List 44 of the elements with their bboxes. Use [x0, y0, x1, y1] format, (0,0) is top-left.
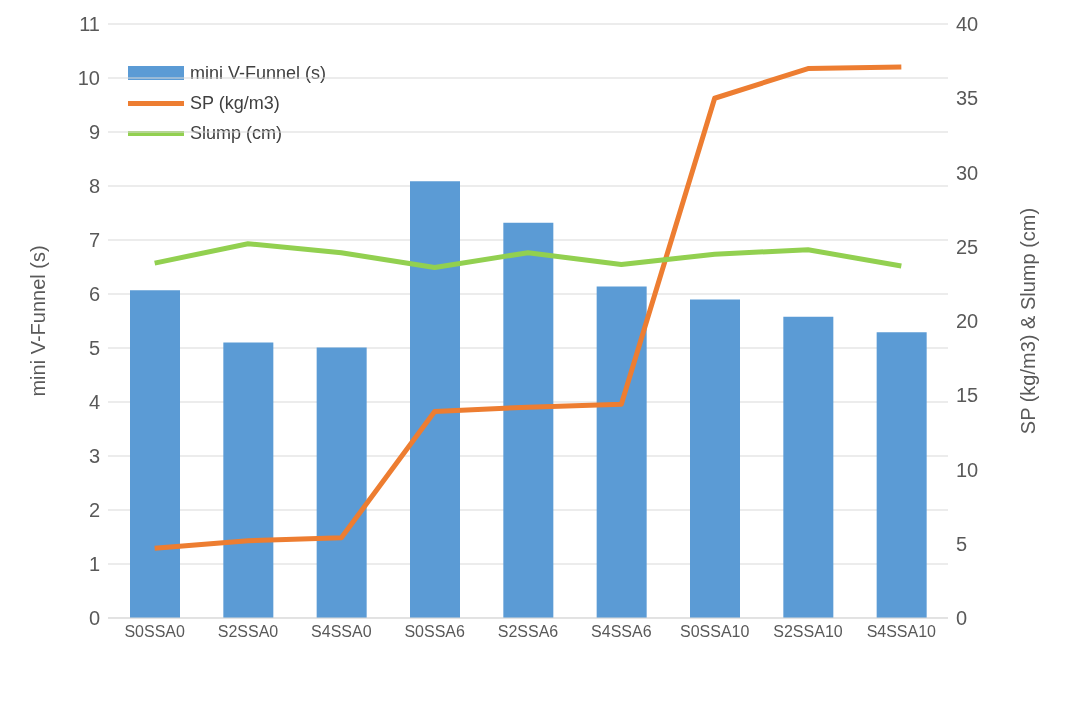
y2-tick-label: 20: [956, 310, 979, 333]
y-tick-label: 10: [77, 67, 100, 90]
x-tick-label: S4SSA6: [591, 623, 652, 641]
y2-tick-label: 40: [956, 13, 979, 36]
bar: [690, 299, 740, 618]
legend-label: SP (kg/m3): [190, 92, 280, 115]
y2-tick-label: 5: [956, 532, 968, 555]
y-tick-label: 3: [88, 445, 100, 468]
x-tick-label: S2SSA0: [217, 623, 279, 641]
y-tick-label: 7: [88, 229, 100, 252]
y2-tick-label: 0: [956, 607, 968, 630]
y-tick-label: 9: [88, 121, 100, 144]
y-tick-label: 1: [88, 553, 100, 576]
x-tick-label: S2SSA6: [497, 623, 559, 641]
y-tick-label: 11: [79, 13, 100, 36]
bar: [410, 181, 460, 618]
y-tick-label: 0: [88, 607, 100, 630]
legend-label: Slump (cm): [190, 122, 283, 145]
y-tick-label: 2: [88, 499, 100, 522]
y-tick-label: 5: [88, 337, 100, 360]
bar: [223, 342, 274, 618]
x-tick-label: S2SSA10: [773, 623, 843, 641]
y-axis-title: mini V-Funnel (s): [27, 245, 50, 397]
y2-tick-label: 15: [956, 384, 979, 407]
y2-tick-label: 30: [956, 161, 979, 184]
x-tick-label: S4SSA10: [866, 623, 937, 641]
x-tick-label: S4SSA0: [311, 623, 372, 641]
bar: [783, 316, 834, 618]
x-tick-label: S0SSA0: [124, 623, 186, 641]
y2-axis-title: SP (kg/m3) & Slump (cm): [1017, 207, 1040, 435]
x-tick-label: S0SSA10: [679, 623, 750, 641]
bar: [876, 332, 927, 618]
y2-tick-label: 10: [956, 458, 979, 481]
y2-tick-label: 25: [956, 235, 979, 258]
bar: [596, 286, 647, 618]
bar: [316, 347, 367, 618]
x-tick-label: S0SSA6: [404, 623, 466, 641]
y-tick-label: 4: [88, 391, 100, 414]
bar: [503, 222, 554, 618]
bar: [130, 290, 180, 618]
legend-label: mini V-Funnel (s): [190, 62, 327, 85]
y-tick-label: 8: [88, 175, 100, 198]
y2-tick-label: 35: [956, 87, 979, 110]
y-tick-label: 6: [88, 283, 100, 306]
